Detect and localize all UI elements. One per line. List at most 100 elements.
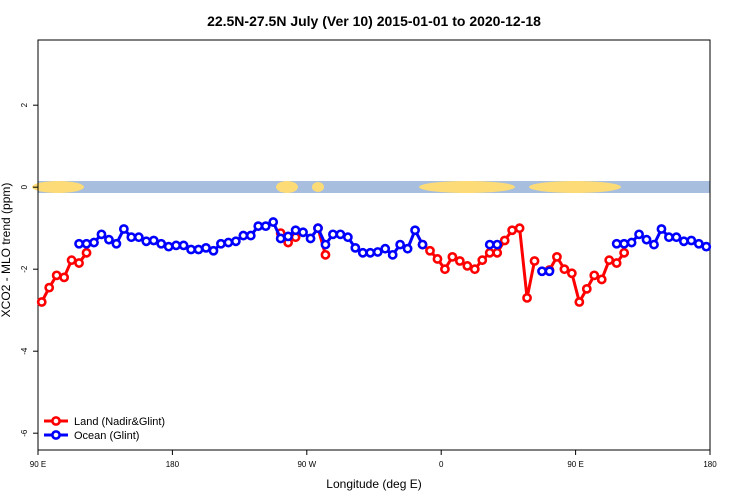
x-tick-label: 0 xyxy=(439,460,444,469)
point xyxy=(133,232,144,243)
point xyxy=(81,247,92,258)
point xyxy=(484,247,495,258)
point xyxy=(529,256,540,266)
point xyxy=(425,245,435,256)
point xyxy=(320,249,331,260)
point xyxy=(238,230,249,241)
legend-label: Land (Nadir&Glint) xyxy=(74,416,165,428)
point xyxy=(559,264,570,275)
y-tick-label: -2 xyxy=(20,265,29,273)
point xyxy=(477,255,488,266)
point xyxy=(507,225,518,236)
point xyxy=(649,239,659,250)
point xyxy=(410,225,420,236)
point xyxy=(253,221,264,232)
point xyxy=(522,292,532,303)
x-axis-label: Longitude (deg E) xyxy=(326,477,421,491)
point xyxy=(260,221,271,232)
point xyxy=(118,224,129,234)
point xyxy=(664,232,674,243)
x-tick-label: 90 E xyxy=(30,460,46,469)
point xyxy=(574,297,585,307)
land-strip xyxy=(529,181,621,193)
y-tick-label: 0 xyxy=(20,184,29,189)
point xyxy=(201,242,211,253)
point xyxy=(298,227,308,238)
point xyxy=(268,217,279,227)
point xyxy=(96,229,107,240)
point xyxy=(492,239,503,250)
point xyxy=(701,241,712,252)
point xyxy=(552,251,562,262)
point xyxy=(462,261,473,271)
point xyxy=(440,264,450,275)
point xyxy=(51,270,62,281)
point xyxy=(634,229,644,240)
point xyxy=(230,236,241,247)
point xyxy=(537,266,547,277)
point xyxy=(141,236,152,247)
point xyxy=(44,282,55,293)
point xyxy=(395,239,406,250)
y-tick-label: 2 xyxy=(20,102,29,107)
point xyxy=(432,254,443,264)
point xyxy=(365,247,376,258)
point xyxy=(186,244,196,255)
point xyxy=(208,245,219,256)
plot-frame xyxy=(37,39,711,451)
point xyxy=(544,266,555,277)
point xyxy=(36,297,47,307)
point xyxy=(245,230,256,241)
x-tick-label: 90 E xyxy=(567,460,583,469)
point xyxy=(89,237,99,248)
point xyxy=(641,234,652,245)
point xyxy=(678,236,689,247)
point xyxy=(148,235,159,246)
y-axis-label: XCO2 - MLO trend (ppm) xyxy=(0,183,13,318)
point xyxy=(686,235,697,246)
point xyxy=(484,239,495,250)
point xyxy=(469,264,480,275)
point xyxy=(342,232,353,243)
point xyxy=(380,243,391,254)
x-tick-label: 180 xyxy=(166,460,180,469)
point xyxy=(111,238,122,249)
legend-label: Ocean (Glint) xyxy=(74,430,139,442)
y-tick-label: -4 xyxy=(20,347,29,355)
point xyxy=(81,238,92,249)
point xyxy=(656,224,667,234)
legend-marker xyxy=(51,430,61,440)
point xyxy=(350,242,361,253)
x-tick-label: 90 W xyxy=(297,460,316,469)
point xyxy=(283,231,294,242)
point xyxy=(454,256,465,266)
point xyxy=(126,232,137,243)
point xyxy=(372,247,383,257)
point xyxy=(66,255,77,266)
x-tick-label: 180 xyxy=(703,460,717,469)
point xyxy=(499,235,510,246)
point xyxy=(604,255,615,266)
point xyxy=(313,223,323,234)
point xyxy=(335,229,346,240)
point xyxy=(514,223,525,234)
point xyxy=(566,268,577,279)
point xyxy=(387,249,398,260)
point xyxy=(275,233,286,244)
point xyxy=(447,251,458,262)
point xyxy=(193,244,204,255)
point xyxy=(596,274,607,285)
point xyxy=(611,238,622,249)
point xyxy=(178,240,189,251)
point xyxy=(417,239,428,250)
point xyxy=(328,229,338,240)
point xyxy=(216,238,226,249)
point xyxy=(223,237,234,248)
point xyxy=(589,270,600,281)
point xyxy=(402,243,413,254)
point xyxy=(320,239,331,250)
point xyxy=(163,241,174,252)
land-strip xyxy=(32,181,84,193)
map-strip xyxy=(32,181,710,193)
